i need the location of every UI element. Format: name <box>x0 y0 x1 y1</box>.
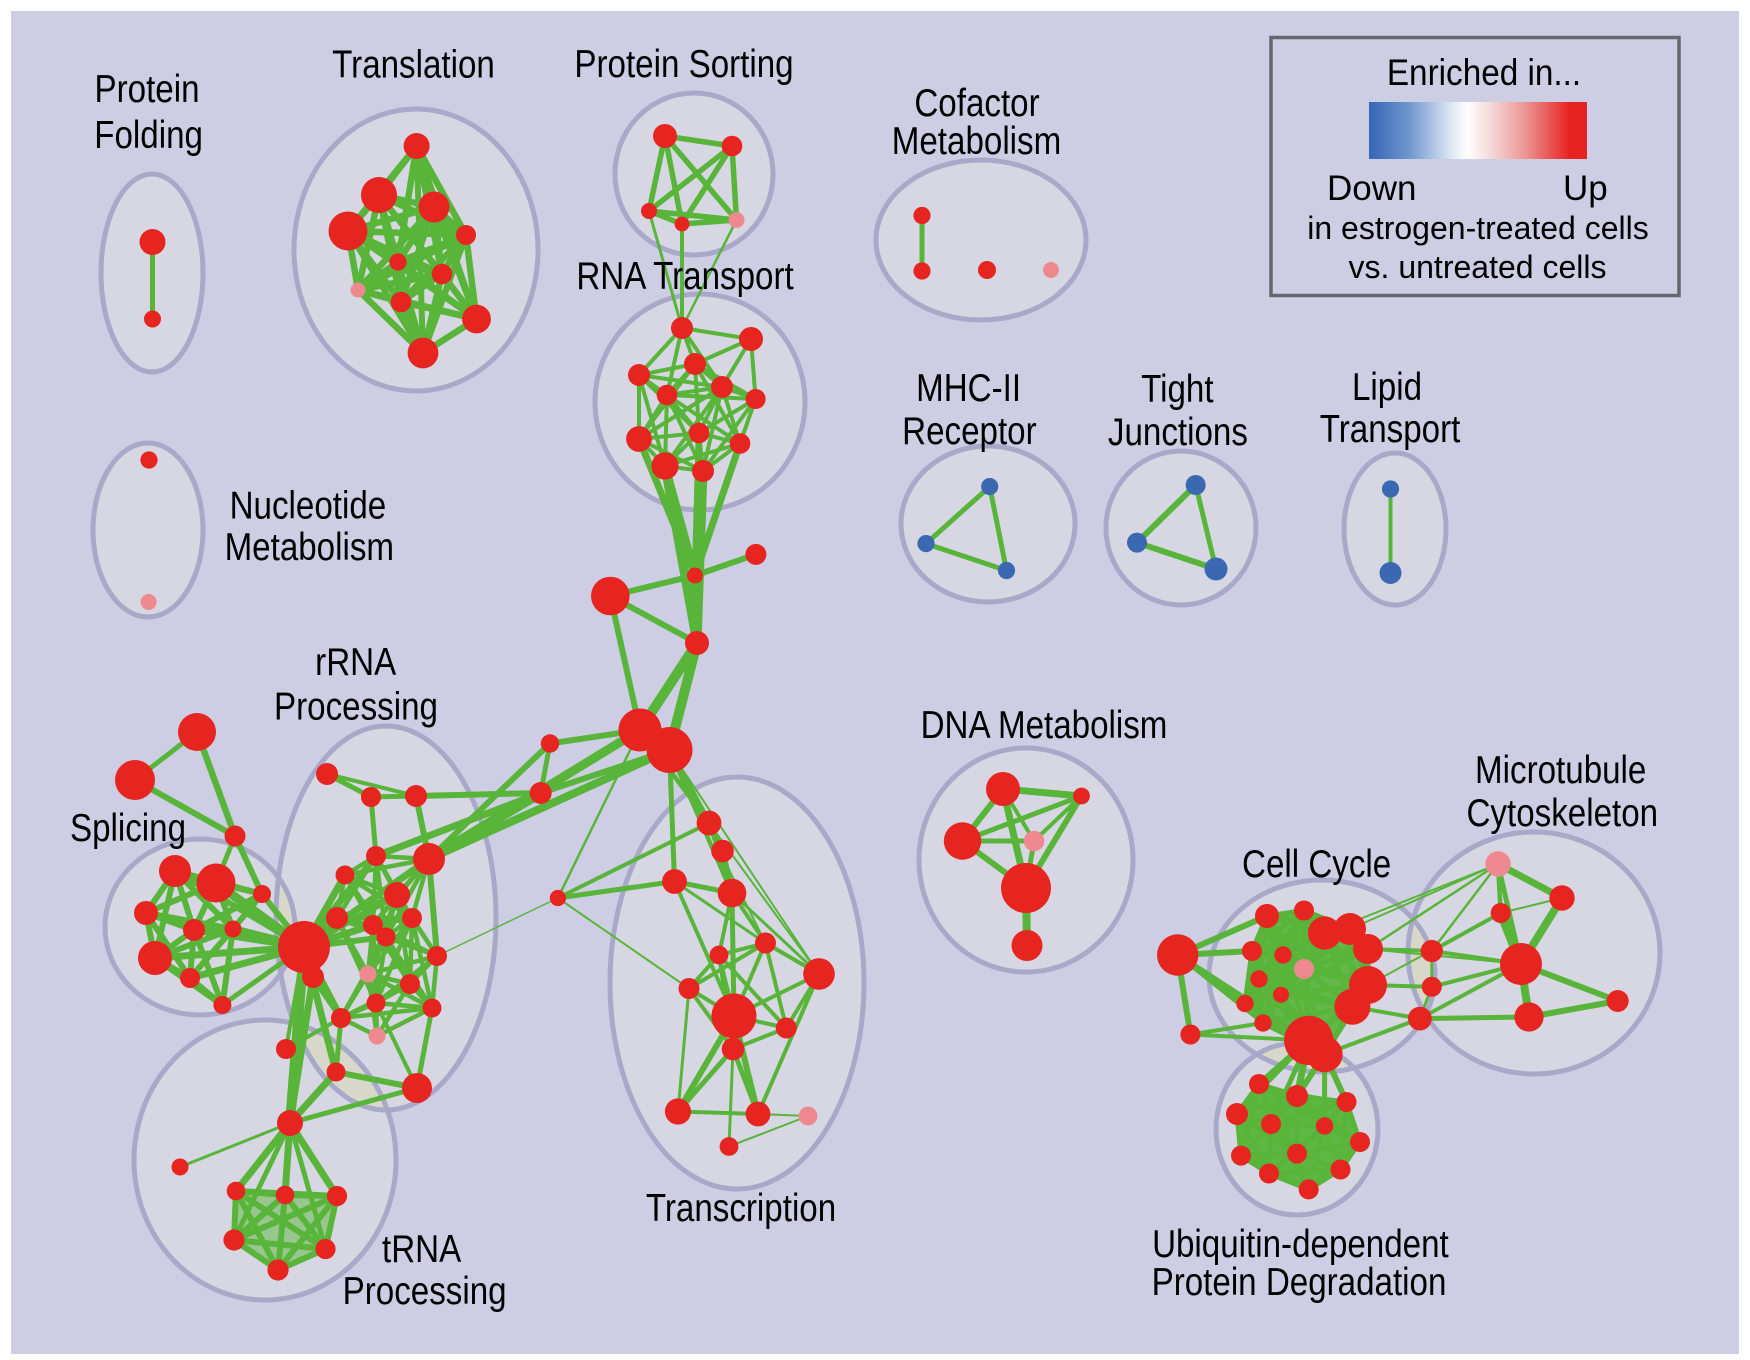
svg-text:Metabolism: Metabolism <box>225 524 394 568</box>
svg-text:Transcription: Transcription <box>646 1185 836 1229</box>
svg-text:Enriched in...: Enriched in... <box>1387 52 1581 93</box>
svg-text:Protein: Protein <box>94 66 199 110</box>
svg-text:rRNA: rRNA <box>315 639 397 683</box>
svg-text:tRNA: tRNA <box>382 1226 462 1270</box>
svg-text:Protein Degradation: Protein Degradation <box>1152 1259 1447 1303</box>
svg-text:Folding: Folding <box>94 112 203 156</box>
svg-text:vs. untreated cells: vs. untreated cells <box>1349 249 1607 285</box>
svg-text:RNA Transport: RNA Transport <box>576 253 793 297</box>
svg-text:Transport: Transport <box>1320 406 1461 450</box>
svg-text:Junctions: Junctions <box>1108 409 1248 453</box>
svg-text:DNA Metabolism: DNA Metabolism <box>921 702 1168 746</box>
svg-text:Tight: Tight <box>1141 366 1213 410</box>
svg-text:in estrogen-treated cells: in estrogen-treated cells <box>1307 210 1649 246</box>
svg-text:Translation: Translation <box>332 42 495 86</box>
svg-text:Protein Sorting: Protein Sorting <box>574 41 793 85</box>
svg-text:Up: Up <box>1563 169 1608 208</box>
svg-text:Down: Down <box>1327 169 1416 208</box>
svg-text:Lipid: Lipid <box>1352 364 1422 408</box>
svg-text:Microtubule: Microtubule <box>1475 747 1646 791</box>
svg-text:MHC-II: MHC-II <box>916 365 1021 409</box>
svg-text:Nucleotide: Nucleotide <box>230 483 387 527</box>
svg-text:Processing: Processing <box>343 1268 507 1312</box>
svg-text:Cell Cycle: Cell Cycle <box>1242 841 1391 885</box>
svg-text:Cytoskeleton: Cytoskeleton <box>1466 790 1658 834</box>
svg-text:Receptor: Receptor <box>902 408 1036 452</box>
svg-text:Ubiquitin-dependent: Ubiquitin-dependent <box>1152 1221 1449 1265</box>
svg-text:Cofactor: Cofactor <box>914 80 1039 124</box>
svg-text:Metabolism: Metabolism <box>892 118 1061 162</box>
svg-text:Processing: Processing <box>274 684 438 728</box>
svg-text:Splicing: Splicing <box>70 805 186 849</box>
